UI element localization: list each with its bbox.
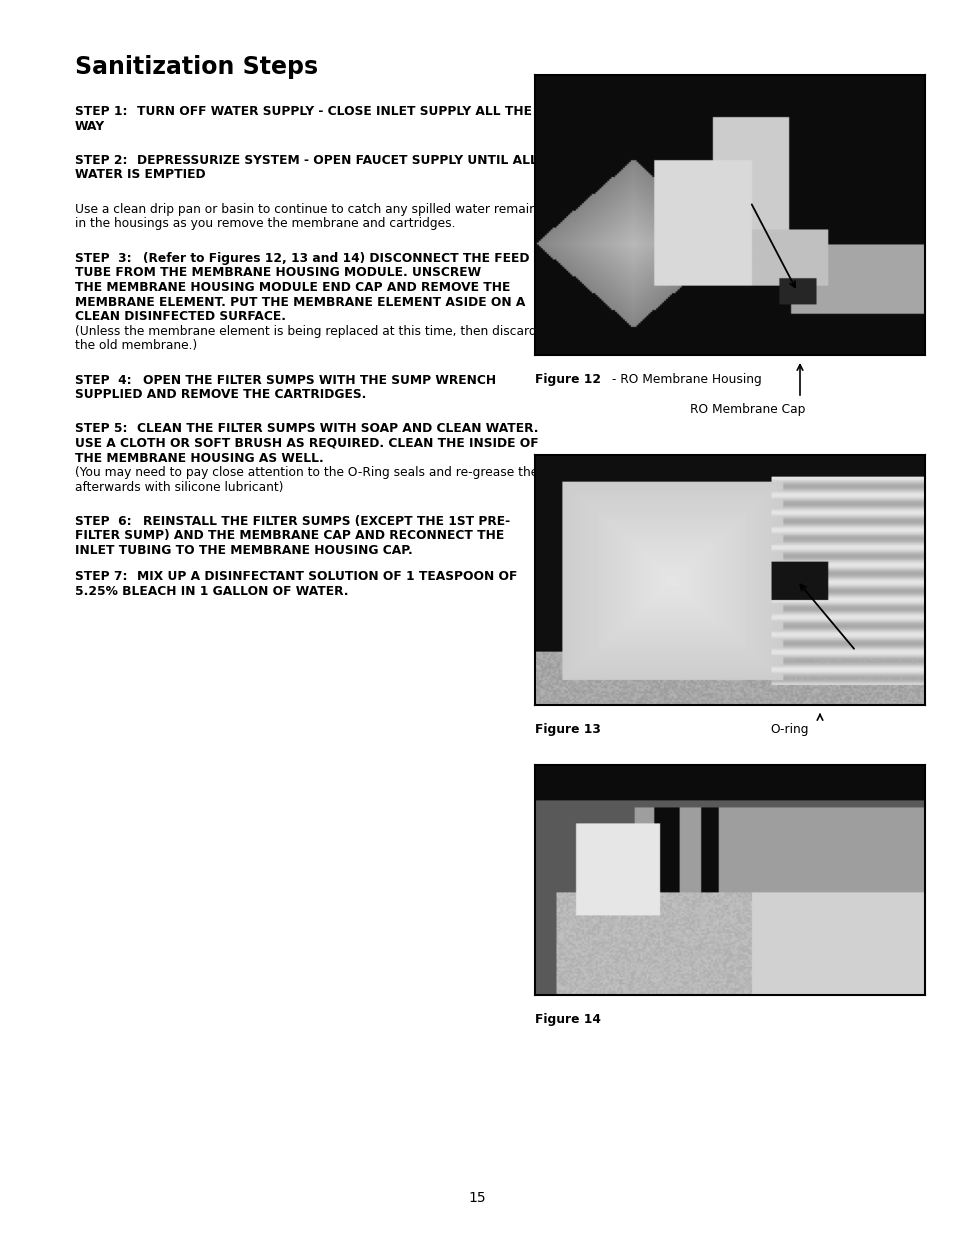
Text: - RO Membrane Housing: - RO Membrane Housing bbox=[607, 373, 760, 387]
Text: 5.25% BLEACH IN 1 GALLON OF WATER.: 5.25% BLEACH IN 1 GALLON OF WATER. bbox=[75, 585, 348, 598]
Text: O-ring: O-ring bbox=[769, 722, 807, 736]
Text: in the housings as you remove the membrane and cartridges.: in the housings as you remove the membra… bbox=[75, 217, 455, 231]
Text: RO Membrane Cap: RO Membrane Cap bbox=[689, 403, 804, 416]
Text: Use a clean drip pan or basin to continue to catch any spilled water remaining: Use a clean drip pan or basin to continu… bbox=[75, 203, 556, 216]
Text: STEP  6:: STEP 6: bbox=[75, 515, 132, 529]
Text: STEP 7:: STEP 7: bbox=[75, 571, 128, 583]
Text: Figure 14: Figure 14 bbox=[535, 1013, 600, 1026]
Text: DEPRESSURIZE SYSTEM - OPEN FAUCET SUPPLY UNTIL ALL: DEPRESSURIZE SYSTEM - OPEN FAUCET SUPPLY… bbox=[137, 154, 537, 167]
Text: STEP 1:: STEP 1: bbox=[75, 105, 128, 119]
Text: Figure 13: Figure 13 bbox=[535, 722, 600, 736]
Text: THE MEMBRANE HOUSING MODULE END CAP AND REMOVE THE: THE MEMBRANE HOUSING MODULE END CAP AND … bbox=[75, 282, 510, 294]
Text: STEP 5:: STEP 5: bbox=[75, 422, 128, 436]
Text: FILTER SUMP) AND THE MEMBRANE CAP AND RECONNECT THE: FILTER SUMP) AND THE MEMBRANE CAP AND RE… bbox=[75, 530, 504, 542]
Text: INLET TUBING TO THE MEMBRANE HOUSING CAP.: INLET TUBING TO THE MEMBRANE HOUSING CAP… bbox=[75, 543, 413, 557]
Text: MIX UP A DISINFECTANT SOLUTION OF 1 TEASPOON OF: MIX UP A DISINFECTANT SOLUTION OF 1 TEAS… bbox=[137, 571, 517, 583]
Text: MEMBRANE ELEMENT. PUT THE MEMBRANE ELEMENT ASIDE ON A: MEMBRANE ELEMENT. PUT THE MEMBRANE ELEME… bbox=[75, 295, 525, 309]
Text: (Unless the membrane element is being replaced at this time, then discard: (Unless the membrane element is being re… bbox=[75, 325, 536, 337]
Text: STEP  3:: STEP 3: bbox=[75, 252, 132, 266]
Text: CLEAN THE FILTER SUMPS WITH SOAP AND CLEAN WATER.: CLEAN THE FILTER SUMPS WITH SOAP AND CLE… bbox=[137, 422, 537, 436]
Text: Sanitization Steps: Sanitization Steps bbox=[75, 56, 317, 79]
Text: 15: 15 bbox=[468, 1191, 485, 1205]
Text: USE A CLOTH OR SOFT BRUSH AS REQUIRED. CLEAN THE INSIDE OF: USE A CLOTH OR SOFT BRUSH AS REQUIRED. C… bbox=[75, 437, 538, 450]
Text: THE MEMBRANE HOUSING AS WELL.: THE MEMBRANE HOUSING AS WELL. bbox=[75, 452, 323, 464]
Text: WATER IS EMPTIED: WATER IS EMPTIED bbox=[75, 168, 206, 182]
Text: REINSTALL THE FILTER SUMPS (EXCEPT THE 1ST PRE-: REINSTALL THE FILTER SUMPS (EXCEPT THE 1… bbox=[143, 515, 510, 529]
Text: TUBE FROM THE MEMBRANE HOUSING MODULE. UNSCREW: TUBE FROM THE MEMBRANE HOUSING MODULE. U… bbox=[75, 267, 480, 279]
Text: WAY: WAY bbox=[75, 120, 105, 132]
Text: STEP 2:: STEP 2: bbox=[75, 154, 128, 167]
Text: the old membrane.): the old membrane.) bbox=[75, 338, 197, 352]
Text: afterwards with silicone lubricant): afterwards with silicone lubricant) bbox=[75, 480, 283, 494]
Text: SUPPLIED AND REMOVE THE CARTRIDGES.: SUPPLIED AND REMOVE THE CARTRIDGES. bbox=[75, 388, 366, 401]
Text: CLEAN DISINFECTED SURFACE.: CLEAN DISINFECTED SURFACE. bbox=[75, 310, 286, 324]
Text: Figure 12: Figure 12 bbox=[535, 373, 600, 387]
Text: (You may need to pay close attention to the O-Ring seals and re-grease them: (You may need to pay close attention to … bbox=[75, 466, 550, 479]
Text: OPEN THE FILTER SUMPS WITH THE SUMP WRENCH: OPEN THE FILTER SUMPS WITH THE SUMP WREN… bbox=[143, 373, 496, 387]
Text: (Refer to Figures 12, 13 and 14) DISCONNECT THE FEED: (Refer to Figures 12, 13 and 14) DISCONN… bbox=[143, 252, 529, 266]
Text: TURN OFF WATER SUPPLY - CLOSE INLET SUPPLY ALL THE: TURN OFF WATER SUPPLY - CLOSE INLET SUPP… bbox=[137, 105, 532, 119]
Text: STEP  4:: STEP 4: bbox=[75, 373, 132, 387]
